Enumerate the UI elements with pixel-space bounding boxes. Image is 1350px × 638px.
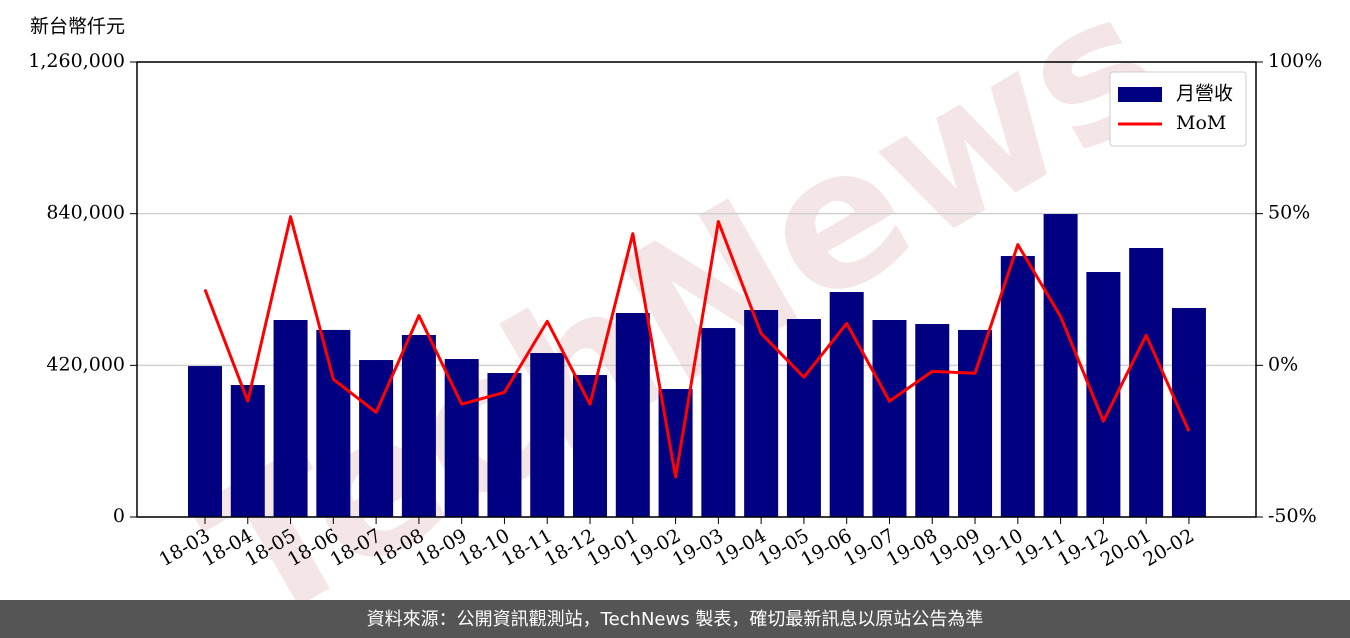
bar: [615, 313, 650, 517]
y2-tick-label: 0%: [1268, 353, 1298, 375]
bar: [1000, 256, 1035, 517]
y2-tick-label: 100%: [1268, 50, 1322, 72]
footer: 資料來源：公開資訊觀測站，TechNews 製表，確切最新訊息以原站公告為準: [367, 609, 984, 630]
y2-tick-label: -50%: [1268, 505, 1317, 527]
x-tick-label: 20-02: [1139, 525, 1197, 571]
y2-tick-label: 50%: [1268, 202, 1310, 224]
bar: [573, 375, 608, 517]
bar: [530, 353, 565, 517]
y-tick-label: 840,000: [46, 202, 125, 224]
bar: [188, 366, 222, 517]
y-tick-label: 420,000: [46, 353, 125, 375]
y-axis-label: 新台幣仟元: [30, 16, 125, 38]
bar: [786, 319, 821, 517]
y-tick-label: 0: [113, 505, 125, 527]
bar: [701, 328, 736, 517]
bar: [1171, 308, 1206, 517]
bar: [1129, 248, 1164, 517]
legend-label: 月營收: [1176, 83, 1233, 105]
bar: [1043, 214, 1078, 517]
bar: [444, 359, 479, 517]
plot-frame: [136, 61, 1257, 518]
line: [203, 215, 1191, 479]
legend-swatch: [1118, 87, 1162, 102]
bar: [230, 385, 265, 517]
bar: [872, 320, 907, 517]
bar: [915, 324, 950, 517]
bar: [958, 329, 993, 517]
bar: [401, 335, 436, 517]
bar: [744, 310, 779, 517]
bar: [273, 320, 308, 517]
bar: [316, 329, 351, 517]
bar: [829, 292, 864, 517]
bar: [487, 373, 522, 517]
y-tick-label: 1,260,000: [28, 50, 125, 72]
footer-bar: [0, 600, 1350, 638]
legend-label: MoM: [1176, 112, 1226, 134]
